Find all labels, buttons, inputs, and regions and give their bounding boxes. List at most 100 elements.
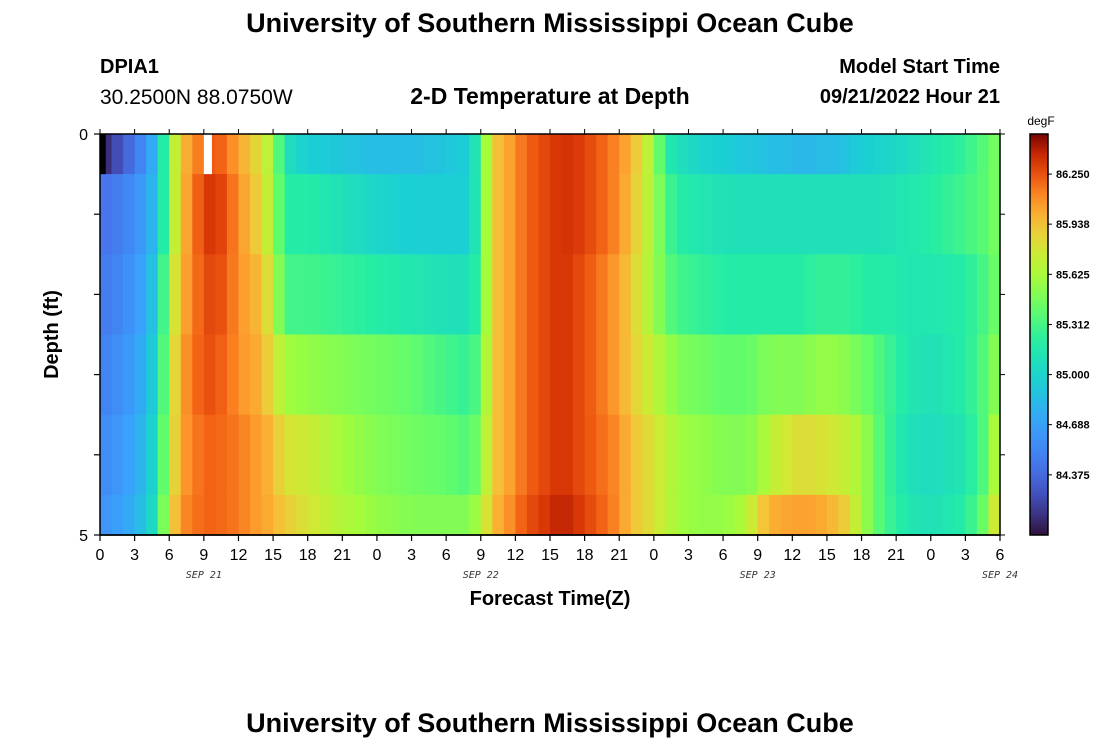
heatmap-cell	[873, 494, 886, 536]
heatmap-cell	[838, 414, 851, 496]
heatmap-cell	[411, 334, 424, 416]
x-tick-label: 3	[130, 547, 139, 564]
heatmap-cell	[665, 494, 678, 536]
heatmap-cell	[319, 414, 332, 496]
missing-data-cells	[100, 134, 212, 175]
heatmap-cell	[734, 414, 747, 496]
colorbar-tick-label: 84.375	[1056, 470, 1090, 482]
x-tick-label: 0	[926, 547, 935, 564]
heatmap-cell	[711, 334, 724, 416]
heatmap-cell	[365, 494, 378, 536]
heatmap-cell	[538, 174, 551, 255]
heatmap-cell	[434, 494, 447, 536]
heatmap-cell	[930, 414, 943, 496]
heatmap-cell	[700, 174, 713, 255]
heatmap-cell	[584, 134, 597, 175]
heatmap-cell	[169, 494, 182, 536]
heatmap-cell	[550, 494, 563, 536]
heatmap-cell	[861, 254, 874, 336]
heatmap-cell	[642, 414, 655, 496]
heatmap-cell	[134, 414, 147, 496]
heatmap-cell	[284, 494, 297, 536]
heatmap-cell	[746, 174, 759, 255]
heatmap-cell	[134, 334, 147, 416]
heatmap-cell	[307, 494, 320, 536]
heatmap-cell	[169, 334, 182, 416]
colorbar-tick-label: 84.688	[1056, 420, 1090, 432]
x-tick-label: 21	[610, 547, 628, 564]
heatmap-cell	[538, 414, 551, 496]
heatmap-cell	[157, 414, 170, 496]
colorbar	[1029, 133, 1049, 536]
heatmap-cell	[746, 334, 759, 416]
heatmap-cell	[388, 174, 401, 255]
heatmap-cell	[250, 494, 263, 536]
heatmap-cell	[619, 254, 632, 336]
heatmap-cell	[111, 494, 124, 536]
heatmap-cell	[561, 134, 574, 175]
heatmap-cell	[792, 254, 805, 336]
heatmap-cell	[296, 494, 309, 536]
heatmap-cell	[284, 334, 297, 416]
heatmap-cell	[100, 334, 113, 416]
heatmap-cell	[250, 254, 263, 336]
heatmap-cell	[376, 254, 390, 336]
heatmap-cell	[653, 174, 666, 255]
heatmap-cell	[123, 414, 136, 496]
heatmap-cell	[550, 254, 563, 336]
heatmap-cell	[665, 174, 678, 255]
heatmap-cell	[642, 494, 655, 536]
heatmap-cell	[734, 334, 747, 416]
heatmap-cell	[492, 134, 505, 175]
heatmap-cell	[942, 134, 955, 175]
heatmap-cell	[215, 494, 228, 536]
heatmap-cell	[492, 334, 505, 416]
heatmap-cell	[146, 134, 159, 175]
heatmap-cell	[180, 254, 193, 336]
heatmap-cell	[365, 334, 378, 416]
heatmap-cell	[665, 254, 678, 336]
x-axis-label: Forecast Time(Z)	[470, 588, 631, 610]
heatmap-cell	[873, 174, 886, 255]
heatmap-cell	[930, 174, 943, 255]
heatmap-cell	[342, 134, 355, 175]
heatmap-cell	[780, 334, 793, 416]
heatmap-cell	[411, 134, 424, 175]
heatmap-cell	[688, 254, 701, 336]
heatmap-cell	[792, 134, 805, 175]
heatmap-cell	[480, 254, 493, 336]
heatmap-cell	[480, 334, 493, 416]
heatmap-cell	[538, 254, 551, 336]
heatmap-cell	[780, 174, 793, 255]
heatmap-cell	[515, 334, 528, 416]
heatmap-cell	[907, 414, 920, 496]
heatmap-cell	[111, 134, 124, 175]
heatmap-cell	[342, 254, 355, 336]
heatmap-cell	[723, 254, 736, 336]
heatmap-cell	[180, 494, 193, 536]
heatmap-cell	[757, 254, 770, 336]
heatmap-cell	[446, 334, 459, 416]
heatmap-cell	[492, 174, 505, 255]
heatmap-cell	[884, 174, 897, 255]
heatmap-cell	[538, 494, 551, 536]
heatmap-cell	[400, 134, 413, 175]
heatmap-cell	[203, 414, 216, 496]
heatmap-cell	[480, 174, 493, 255]
x-tick-label: 9	[476, 547, 485, 564]
heatmap-cell	[965, 254, 978, 336]
heatmap-cell	[826, 134, 840, 175]
heatmap-cell	[226, 494, 240, 536]
heatmap-cell	[423, 494, 436, 536]
model-start-label: Model Start Time	[839, 56, 1000, 78]
heatmap-cell	[988, 414, 1001, 496]
heatmap-cell	[826, 174, 840, 255]
x-axis: 0 3 6 9 12 15 18 21 0 3 6 9 12 15 18 21 0 3 6 9 12 15 18 21 0 3 6	[96, 129, 1005, 564]
heatmap-cell	[953, 414, 966, 496]
heatmap-cell	[838, 494, 851, 536]
heatmap-cell	[238, 334, 251, 416]
heatmap-cell	[134, 254, 147, 336]
date-label: SEP 24	[982, 570, 1018, 581]
heatmap-cell	[700, 134, 713, 175]
heatmap-cell	[838, 334, 851, 416]
